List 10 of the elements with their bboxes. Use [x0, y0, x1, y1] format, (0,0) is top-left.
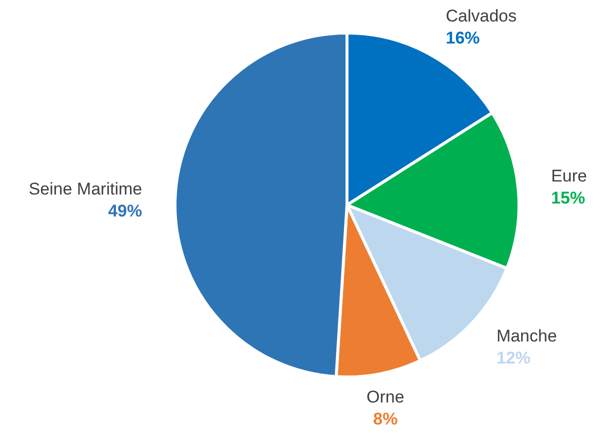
data-label: 49% — [108, 202, 142, 221]
data-label: 12% — [496, 348, 530, 368]
data-label: 8% — [373, 409, 398, 428]
data-label: 15% — [551, 188, 586, 208]
slice-label: Orne — [366, 387, 404, 406]
slice-label: Manche — [496, 326, 557, 346]
slice-label: Eure — [551, 166, 588, 186]
slice-label: Calvados — [446, 6, 517, 26]
data-label: 16% — [446, 28, 480, 48]
slice-label: Seine Maritime — [28, 180, 142, 199]
